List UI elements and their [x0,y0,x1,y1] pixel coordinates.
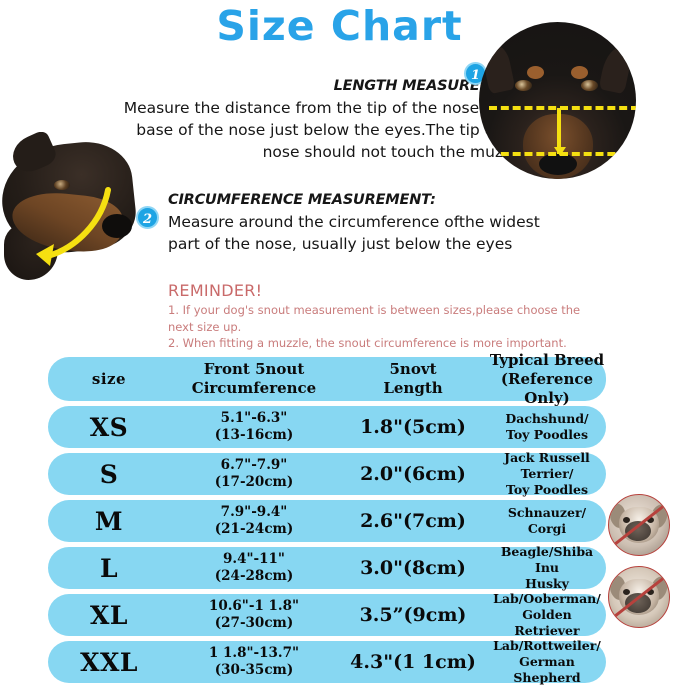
row-circumference-cm: (24-28cm) [214,568,294,584]
row-length: 3.5”(9cm) [359,604,467,626]
reminder-title: REMINDER! [168,281,263,300]
reminder-line-1: 1. If your dog's snout measurement is be… [168,303,581,334]
row-circumference-cm: (21-24cm) [214,521,294,537]
dog-eye-right [581,80,598,91]
row-circumference: 1 1.8"-13.7" (30-35cm) [170,641,338,683]
header-circumference-line1: Front 5nout [203,360,305,378]
row-breed-line2: Golden Retriever [514,607,580,638]
row-length: 2.0"(6cm) [360,463,466,485]
row-breed-line2: German Shepherd [513,654,581,685]
row-size: XL [90,600,128,630]
step-badge-2: 2 [136,206,159,229]
row-length: 3.0"(8cm) [360,557,466,579]
row-breed-line1: Schnauzer/ [507,505,587,520]
shihtzu-eye-left [623,589,630,595]
row-breed-line2: Corgi [527,521,567,536]
row-breed: Lab/Ooberman/ Golden Retriever [488,591,606,638]
row-circumference: 7.9"-9.4" (21-24cm) [170,500,338,542]
row-size: XS [89,412,129,442]
dog-ear-left [480,43,516,95]
length-arrow-icon [554,108,566,156]
bulldog-eye-left [623,517,630,523]
header-size: size [91,369,127,388]
row-circumference-inches: 7.9"-9.4" [220,504,288,520]
row-circumference-inches: 10.6"-1 1.8" [208,598,300,614]
table-header-row: size Front 5nout Circumference 5novt Len… [48,351,606,407]
header-circumference-line2: Circumference [191,379,317,397]
table-row: M 7.9"-9.4" (21-24cm) 2.6"(7cm) Schnauze… [48,500,606,542]
bulldog-eye-right [647,517,654,523]
row-circumference: 5.1"-6.3" (13-16cm) [170,406,338,448]
table-row: XS 5.1"-6.3" (13-16cm) 1.8"(5cm) Dachshu… [48,406,606,448]
header-length-line2: Length [383,379,443,397]
header-length: 5novt Length [338,357,488,401]
dog-nose-profile [102,214,132,238]
reminder-block: REMINDER! 1. If your dog's snout measure… [168,281,588,352]
reminder-line-2: 2. When fitting a muzzle, the snout circ… [168,336,567,350]
table-row: S 6.7"-7.9" (17-20cm) 2.0"(6cm) Jack Rus… [48,450,606,497]
prohibited-breed-bulldog-icon [608,494,670,556]
row-circumference-cm: (30-35cm) [214,662,294,678]
row-circumference-cm: (17-20cm) [214,474,294,490]
dog-eye-profile [54,180,70,190]
row-breed-line1: Dachshund/ [505,411,589,426]
row-circumference-cm: (27-30cm) [214,615,294,631]
row-circumference-inches: 6.7"-7.9" [220,457,288,473]
row-breed-line2: Husky [525,576,569,591]
prohibited-breed-shihtzu-icon [608,566,670,628]
row-circumference: 9.4"-11" (24-28cm) [170,547,338,589]
row-breed-line2: Toy Poodles [505,482,589,497]
table-row: XXL 1 1.8"-13.7" (30-35cm) 4.3"(1 1cm) L… [48,638,606,685]
header-breed-line1: Typical Breed [489,350,605,369]
shihtzu-muzzle [625,593,651,613]
circumference-arrow-icon [36,187,111,266]
row-length: 1.8"(5cm) [360,416,466,438]
row-length: 2.6"(7cm) [360,510,466,532]
row-circumference: 6.7"-7.9" (17-20cm) [170,453,338,495]
row-size: M [94,506,124,536]
row-size: L [99,553,119,583]
row-breed: Schnauzer/ Corgi [488,500,606,542]
row-circumference-inches: 5.1"-6.3" [220,410,288,426]
row-circumference-inches: 9.4"-11" [223,551,285,567]
header-breed-line2: (Reference Only) [500,369,594,407]
row-size: S [99,459,119,489]
circumference-measurement-heading: CIRCUMFERENCE MEASUREMENT: [168,192,436,208]
row-breed-line1: Beagle/Shiba Inu [500,544,594,575]
row-breed: Lab/Rottweiler/ German Shepherd [488,638,606,685]
row-circumference-cm: (13-16cm) [214,427,294,443]
row-breed-line1: Lab/Rottweiler/ [493,638,601,653]
header-circumference: Front 5nout Circumference [170,357,338,401]
row-breed: Jack Russell Terrier/ Toy Poodles [488,450,606,497]
row-breed-line2: Toy Poodles [505,427,589,442]
header-breed: Typical Breed (Reference Only) [488,351,606,407]
dog-ear-right [598,43,634,95]
row-length: 4.3"(1 1cm) [350,651,476,673]
table-row: L 9.4"-11" (24-28cm) 3.0"(8cm) Beagle/Sh… [48,544,606,591]
page-title: Size Chart [216,2,463,50]
row-breed-line1: Lab/Ooberman/ [493,591,601,606]
length-measurement-body: Measure the distance from the tip of the… [123,99,530,161]
row-size: XXL [80,647,138,677]
circumference-measurement-block: CIRCUMFERENCE MEASUREMENT: Measure aroun… [168,192,543,255]
header-length-line1: 5novt [389,360,437,378]
size-table: size Front 5nout Circumference 5novt Len… [48,351,606,688]
doberman-front-photo [479,22,636,179]
length-measurement-block: LENGTH MEASUREMENT: Measure the distance… [110,78,530,163]
measurement-line-top-icon [489,106,636,110]
table-row: XL 10.6"-1 1.8" (27-30cm) 3.5”(9cm) Lab/… [48,591,606,638]
row-breed: Dachshund/ Toy Poodles [488,406,606,448]
dog-nose [539,153,577,175]
shihtzu-eye-right [647,589,654,595]
dog-eye-left [515,80,532,91]
doberman-side-photo [0,132,150,284]
row-circumference-inches: 1 1.8"-13.7" [208,645,300,661]
row-circumference: 10.6"-1 1.8" (27-30cm) [170,594,338,636]
row-breed: Beagle/Shiba Inu Husky [488,544,606,591]
dog-brow-right [571,66,588,79]
dog-brow-left [527,66,544,79]
bulldog-muzzle [625,521,651,541]
circumference-measurement-body: Measure around the circumference ofthe w… [168,213,540,253]
row-breed-line1: Jack Russell Terrier/ [504,450,590,481]
